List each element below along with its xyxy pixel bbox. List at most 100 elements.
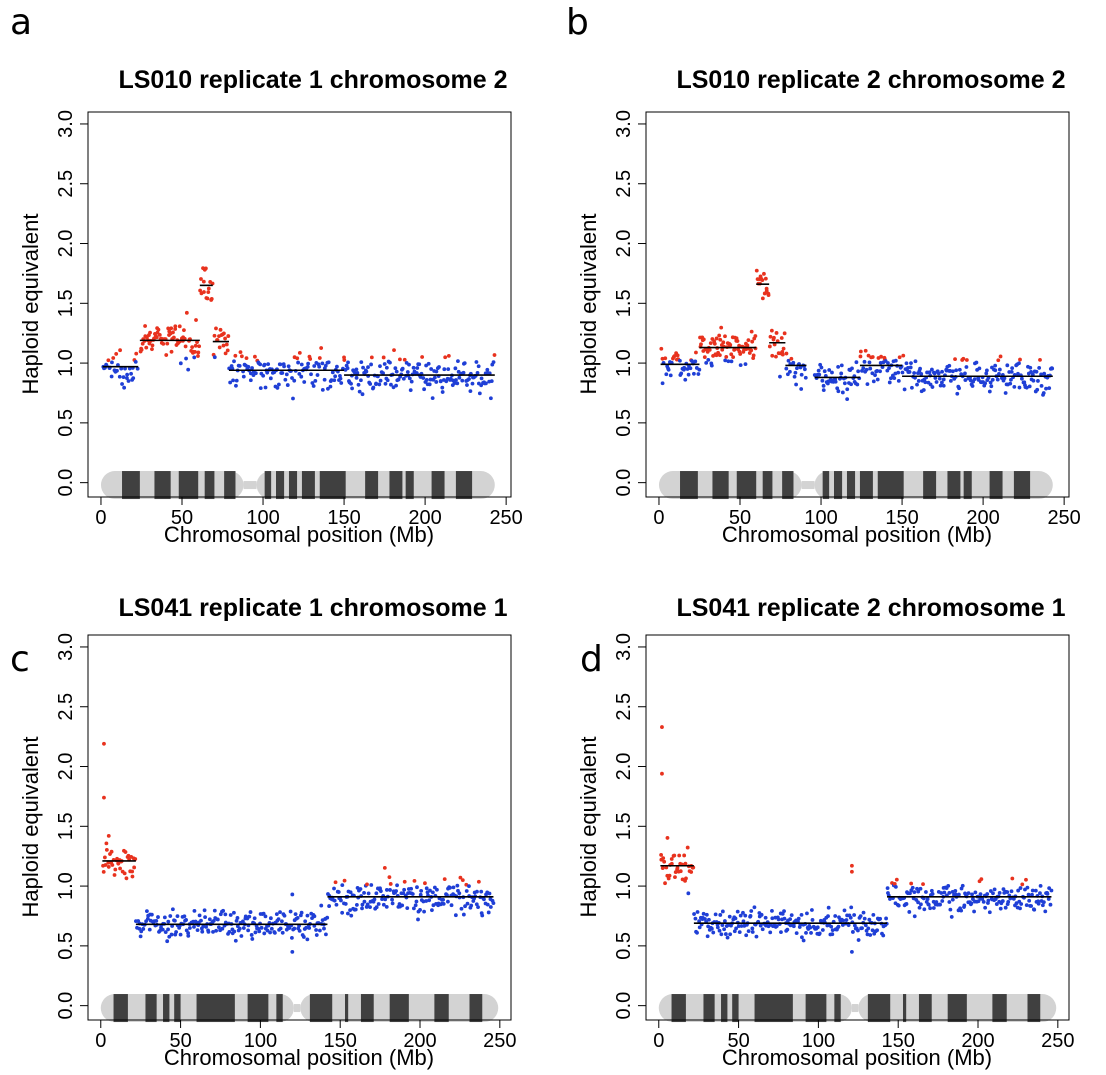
data-point bbox=[839, 363, 844, 368]
data-point bbox=[909, 361, 913, 366]
panel-a: a LS010 replicate 1 chromosome 2 0 50 100 1… bbox=[10, 2, 523, 547]
data-point bbox=[228, 913, 233, 917]
data-point bbox=[693, 916, 698, 921]
data-point bbox=[261, 373, 266, 378]
data-point bbox=[888, 376, 893, 381]
data-point bbox=[1016, 888, 1021, 893]
data-point bbox=[133, 857, 138, 861]
data-point bbox=[1006, 899, 1011, 904]
data-point bbox=[867, 360, 872, 365]
data-point bbox=[751, 353, 756, 358]
data-point bbox=[126, 379, 131, 383]
data-point bbox=[123, 366, 127, 371]
data-point bbox=[215, 917, 220, 922]
data-point bbox=[479, 889, 484, 894]
data-point bbox=[926, 902, 931, 907]
data-point bbox=[374, 905, 379, 910]
data-point bbox=[149, 912, 154, 917]
data-point bbox=[852, 923, 857, 928]
data-point bbox=[863, 923, 868, 928]
data-point bbox=[960, 883, 965, 888]
data-point bbox=[237, 926, 242, 931]
data-point bbox=[784, 366, 789, 371]
chromosome-band bbox=[360, 994, 374, 1023]
data-point bbox=[278, 910, 282, 914]
data-point bbox=[850, 366, 854, 371]
y-tick-label: 0.0 bbox=[55, 992, 77, 1020]
data-point bbox=[309, 372, 313, 377]
chromosome-band bbox=[782, 471, 794, 500]
data-point bbox=[124, 876, 129, 881]
data-point bbox=[908, 891, 912, 896]
data-point bbox=[125, 372, 130, 377]
data-point bbox=[789, 913, 794, 918]
data-point bbox=[792, 374, 797, 379]
data-point bbox=[1010, 876, 1015, 881]
data-point bbox=[193, 343, 198, 348]
data-point bbox=[970, 892, 974, 897]
data-point bbox=[835, 386, 840, 391]
chromosome-band bbox=[1013, 471, 1031, 500]
data-point bbox=[435, 887, 439, 892]
x-axis: 0 50 100 150 200 250 bbox=[95, 1019, 517, 1052]
data-point bbox=[144, 345, 149, 350]
data-point bbox=[302, 380, 307, 384]
data-point bbox=[750, 930, 755, 934]
data-point bbox=[250, 366, 254, 370]
chromosome-band bbox=[122, 471, 140, 500]
data-point bbox=[387, 875, 392, 880]
chromosome-band bbox=[754, 994, 793, 1023]
data-point bbox=[248, 378, 253, 383]
data-point bbox=[317, 364, 322, 369]
data-point bbox=[317, 356, 322, 360]
data-point bbox=[237, 363, 242, 368]
data-point bbox=[462, 361, 467, 365]
data-point bbox=[871, 912, 876, 917]
data-point bbox=[703, 917, 707, 921]
data-point bbox=[381, 355, 386, 360]
data-point bbox=[422, 387, 427, 392]
data-point bbox=[683, 377, 688, 382]
data-point bbox=[365, 902, 370, 907]
data-point bbox=[252, 916, 257, 921]
y-axis: 0.0 0.5 1.0 1.5 2.0 2.5 3.0 bbox=[613, 110, 647, 497]
data-point bbox=[354, 375, 359, 380]
data-point bbox=[692, 912, 696, 916]
data-point bbox=[964, 358, 969, 362]
data-point bbox=[988, 380, 993, 385]
data-point bbox=[714, 336, 719, 341]
data-point bbox=[446, 367, 451, 372]
data-point bbox=[953, 888, 958, 893]
data-point bbox=[297, 929, 302, 933]
x-axis: 0 50 100 150 200 250 bbox=[653, 496, 1081, 529]
data-point bbox=[456, 359, 460, 364]
data-point bbox=[754, 268, 759, 273]
data-point bbox=[141, 927, 146, 931]
data-point bbox=[799, 372, 804, 377]
data-point bbox=[959, 908, 964, 913]
data-point bbox=[165, 939, 170, 944]
y-tick-label: 0.5 bbox=[55, 932, 77, 960]
data-point bbox=[793, 370, 798, 375]
data-point bbox=[154, 335, 159, 340]
data-point bbox=[672, 354, 677, 358]
x-tick-label: 0 bbox=[95, 1030, 106, 1052]
data-point bbox=[233, 938, 238, 943]
data-point bbox=[981, 899, 986, 904]
data-point bbox=[804, 930, 808, 935]
data-point bbox=[738, 913, 743, 918]
data-point bbox=[692, 371, 696, 376]
data-point bbox=[442, 877, 447, 882]
data-point bbox=[682, 853, 687, 858]
data-point bbox=[1016, 371, 1020, 376]
data-point bbox=[956, 892, 961, 897]
data-point bbox=[342, 878, 347, 883]
data-point bbox=[850, 863, 854, 868]
data-point bbox=[464, 889, 469, 893]
data-point bbox=[1024, 903, 1029, 908]
data-point bbox=[957, 386, 961, 391]
data-point bbox=[454, 378, 458, 382]
data-point bbox=[383, 381, 388, 386]
data-point bbox=[467, 884, 471, 889]
chromosome-band bbox=[434, 994, 449, 1023]
